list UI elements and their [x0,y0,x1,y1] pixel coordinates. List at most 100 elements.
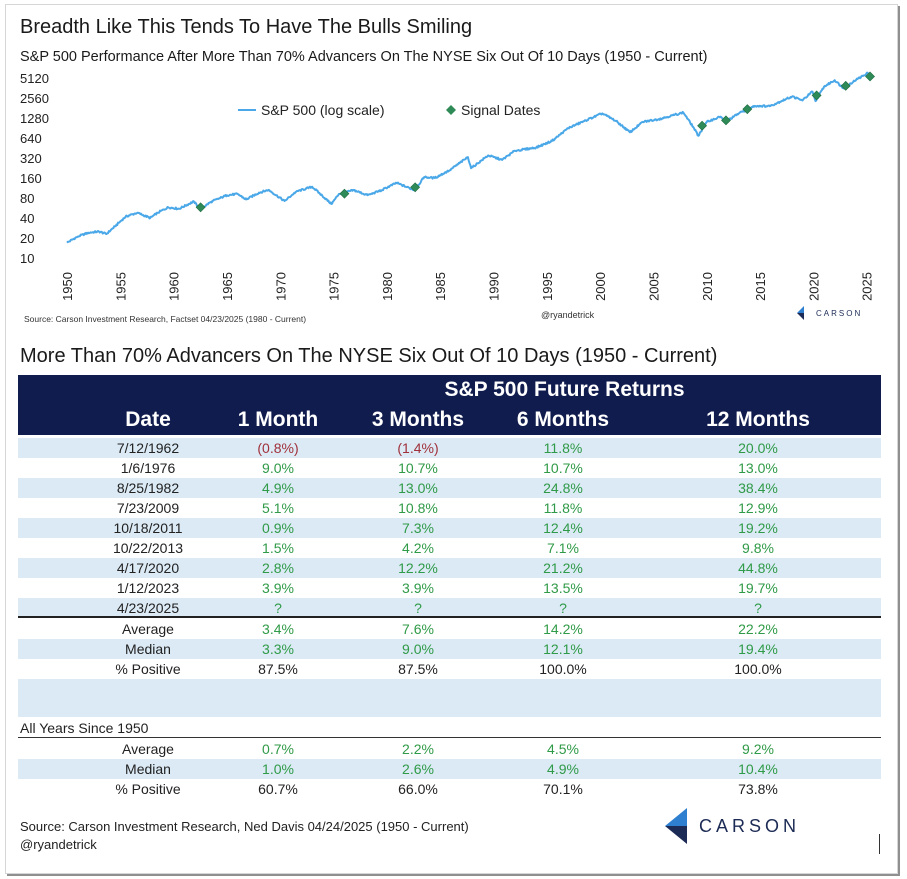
carson-mark-icon [665,808,687,844]
page-title: Breadth Like This Tends To Have The Bull… [20,16,473,38]
cell-6m: 4.9% [547,761,579,777]
y-tick-label: 40 [20,211,34,226]
x-tick-label: 2000 [593,272,608,301]
y-tick-label: 2560 [20,91,49,106]
x-tick-label: 1950 [60,272,75,301]
x-tick-label: 1980 [380,272,395,301]
cell-date: 8/25/1982 [116,480,180,496]
spacer-band [18,679,881,717]
summary-label: Median [125,641,171,657]
cell-1m: 4.9% [262,480,294,496]
x-tick-label: 2010 [700,272,715,301]
cell-3m: 66.0% [398,781,438,797]
cell-3m: 7.6% [402,621,434,637]
cell-1m: ? [274,600,282,616]
x-tick-label: 1990 [487,272,502,301]
x-tick-label: 1985 [433,272,448,301]
cell-6m: 10.7% [543,460,583,476]
chart-handle: @ryandetrick [541,310,595,320]
cell-1m: 2.8% [262,560,294,576]
legend-marker-swatch [446,105,456,115]
cell-12m: 20.0% [738,440,778,456]
signal-marker [697,120,708,131]
table-row: 4/23/2025 ? ? ? ? [18,598,881,618]
cell-3m: ? [414,600,422,616]
summary-label: % Positive [115,781,181,797]
cell-date: 1/6/1976 [120,460,176,476]
summary-label: % Positive [115,661,181,677]
signal-marker [742,104,753,115]
cell-3m: 9.0% [402,641,434,657]
y-tick-label: 320 [20,151,42,166]
sp500-line [66,71,871,244]
cell-6m: 100.0% [539,661,587,677]
cell-12m: 44.8% [738,560,778,576]
summary-row: Average 3.4% 7.6% 14.2% 22.2% [18,619,881,639]
cell-6m: 11.8% [543,500,583,516]
y-tick-label: 5120 [20,71,49,86]
cell-1m: 3.3% [262,641,294,657]
y-tick-label: 10 [20,251,34,266]
table-row: 8/25/1982 4.9% 13.0% 24.8% 38.4% [18,478,881,498]
cell-1m: 3.4% [262,621,294,637]
cell-3m: 10.8% [398,500,438,516]
carson-wordmark: CARSON [699,815,801,836]
col-header-date: Date [125,408,171,431]
cell-3m: 87.5% [398,661,438,677]
chart-source-note: Source: Carson Investment Research, Fact… [24,314,307,324]
summary-label: Average [122,621,174,637]
col-header-6m: 6 Months [516,408,610,431]
cell-12m: 73.8% [738,781,778,797]
cell-12m: 19.4% [738,641,778,657]
x-tick-label: 2020 [806,272,821,301]
cell-date: 7/12/1962 [116,440,180,456]
table-title: More Than 70% Advancers On The NYSE Six … [20,345,718,367]
signal-marker [721,115,731,126]
cell-12m: 19.2% [738,520,778,536]
cell-date: 4/23/2025 [116,600,180,616]
table-row: 7/12/1962 (0.8%) (1.4%) 11.8% 20.0% [18,438,881,458]
carson-logo-small: CARSON [796,306,862,320]
x-tick-label: 1970 [273,272,288,301]
y-tick-label: 1280 [20,111,49,126]
summary-label: Average [122,741,174,757]
cell-12m: ? [754,600,762,616]
cell-6m: 13.5% [543,580,583,596]
table-header: S&P 500 Future Returns Date 1 Month 3 Mo… [18,375,881,435]
table-row: 4/17/2020 2.8% 12.2% 21.2% 44.8% [18,558,881,578]
x-tick-label: 1965 [220,272,235,301]
cell-1m: 1.5% [262,540,294,556]
cell-1m: (0.8%) [257,440,299,456]
signal-marker [865,71,875,82]
cell-12m: 12.9% [738,500,778,516]
cell-12m: 38.4% [738,480,778,496]
cell-date: 7/23/2009 [116,500,180,516]
cell-date: 10/22/2013 [112,540,184,556]
cell-12m: 9.8% [742,540,774,556]
cell-12m: 13.0% [738,460,778,476]
cell-3m: 13.0% [398,480,438,496]
table-group-header: S&P 500 Future Returns [444,378,685,401]
carson-logo: CARSON [663,808,800,844]
cell-3m: 7.3% [402,520,434,536]
cell-1m: 3.9% [262,580,294,596]
cell-6m: 24.8% [543,480,583,496]
footer-handle: @ryandetrick [20,837,97,852]
all-years-row: % Positive 60.7% 66.0% 70.1% 73.8% [18,779,881,799]
all-years-label: All Years Since 1950 [20,720,149,736]
signal-marker [339,188,350,199]
cell-3m: 12.2% [398,560,438,576]
cell-1m: 5.1% [262,500,294,516]
cell-1m: 60.7% [258,781,298,797]
all-years-row: Average 0.7% 2.2% 4.5% 9.2% [18,739,881,759]
y-tick-label: 160 [20,171,42,186]
signal-marker [811,90,822,101]
table-row: 1/6/1976 9.0% 10.7% 10.7% 13.0% [18,458,881,478]
y-tick-label: 20 [20,231,34,246]
cell-3m: 2.6% [402,761,434,777]
cell-3m: (1.4%) [397,440,439,456]
cell-3m: 4.2% [402,540,434,556]
cell-6m: 11.8% [543,440,583,456]
x-tick-label: 1995 [540,272,555,301]
